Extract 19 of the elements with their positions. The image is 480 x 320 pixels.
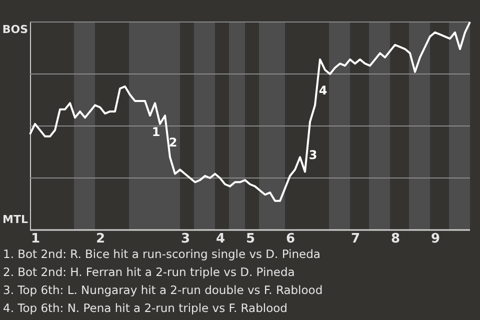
text: MTL — [2, 213, 28, 226]
x-tick-label: 3 — [180, 232, 190, 246]
annotation: 4 — [318, 84, 328, 98]
x-tick-label: 9 — [430, 232, 440, 246]
x-tick-label: 2 — [96, 232, 106, 246]
x-tick-label: 1 — [30, 232, 40, 246]
x-tick-label: 8 — [390, 232, 400, 246]
x-tick-label: 4 — [216, 232, 226, 246]
text: BOS — [2, 23, 28, 36]
annotation: 3 — [308, 148, 318, 162]
text: 1. Bot 2nd: R. Bice hit a run-scoring single vs D. Pineda — [3, 247, 320, 261]
x-tick-label: 5 — [246, 232, 256, 246]
text: 2. Bot 2nd: H. Ferran hit a 2-run triple vs D. Pineda — [3, 265, 295, 279]
text: 3. Top 6th: L. Nungaray hit a 2-run double vs F. Rablood — [3, 283, 323, 297]
x-tick-label: 6 — [286, 232, 296, 246]
text: 4. Top 6th: N. Pena hit a 2-run triple vs F. Rablood — [3, 301, 288, 315]
x-tick-label: 7 — [350, 232, 360, 246]
annotation: 1 — [152, 125, 160, 140]
annotation: 2 — [168, 136, 178, 150]
